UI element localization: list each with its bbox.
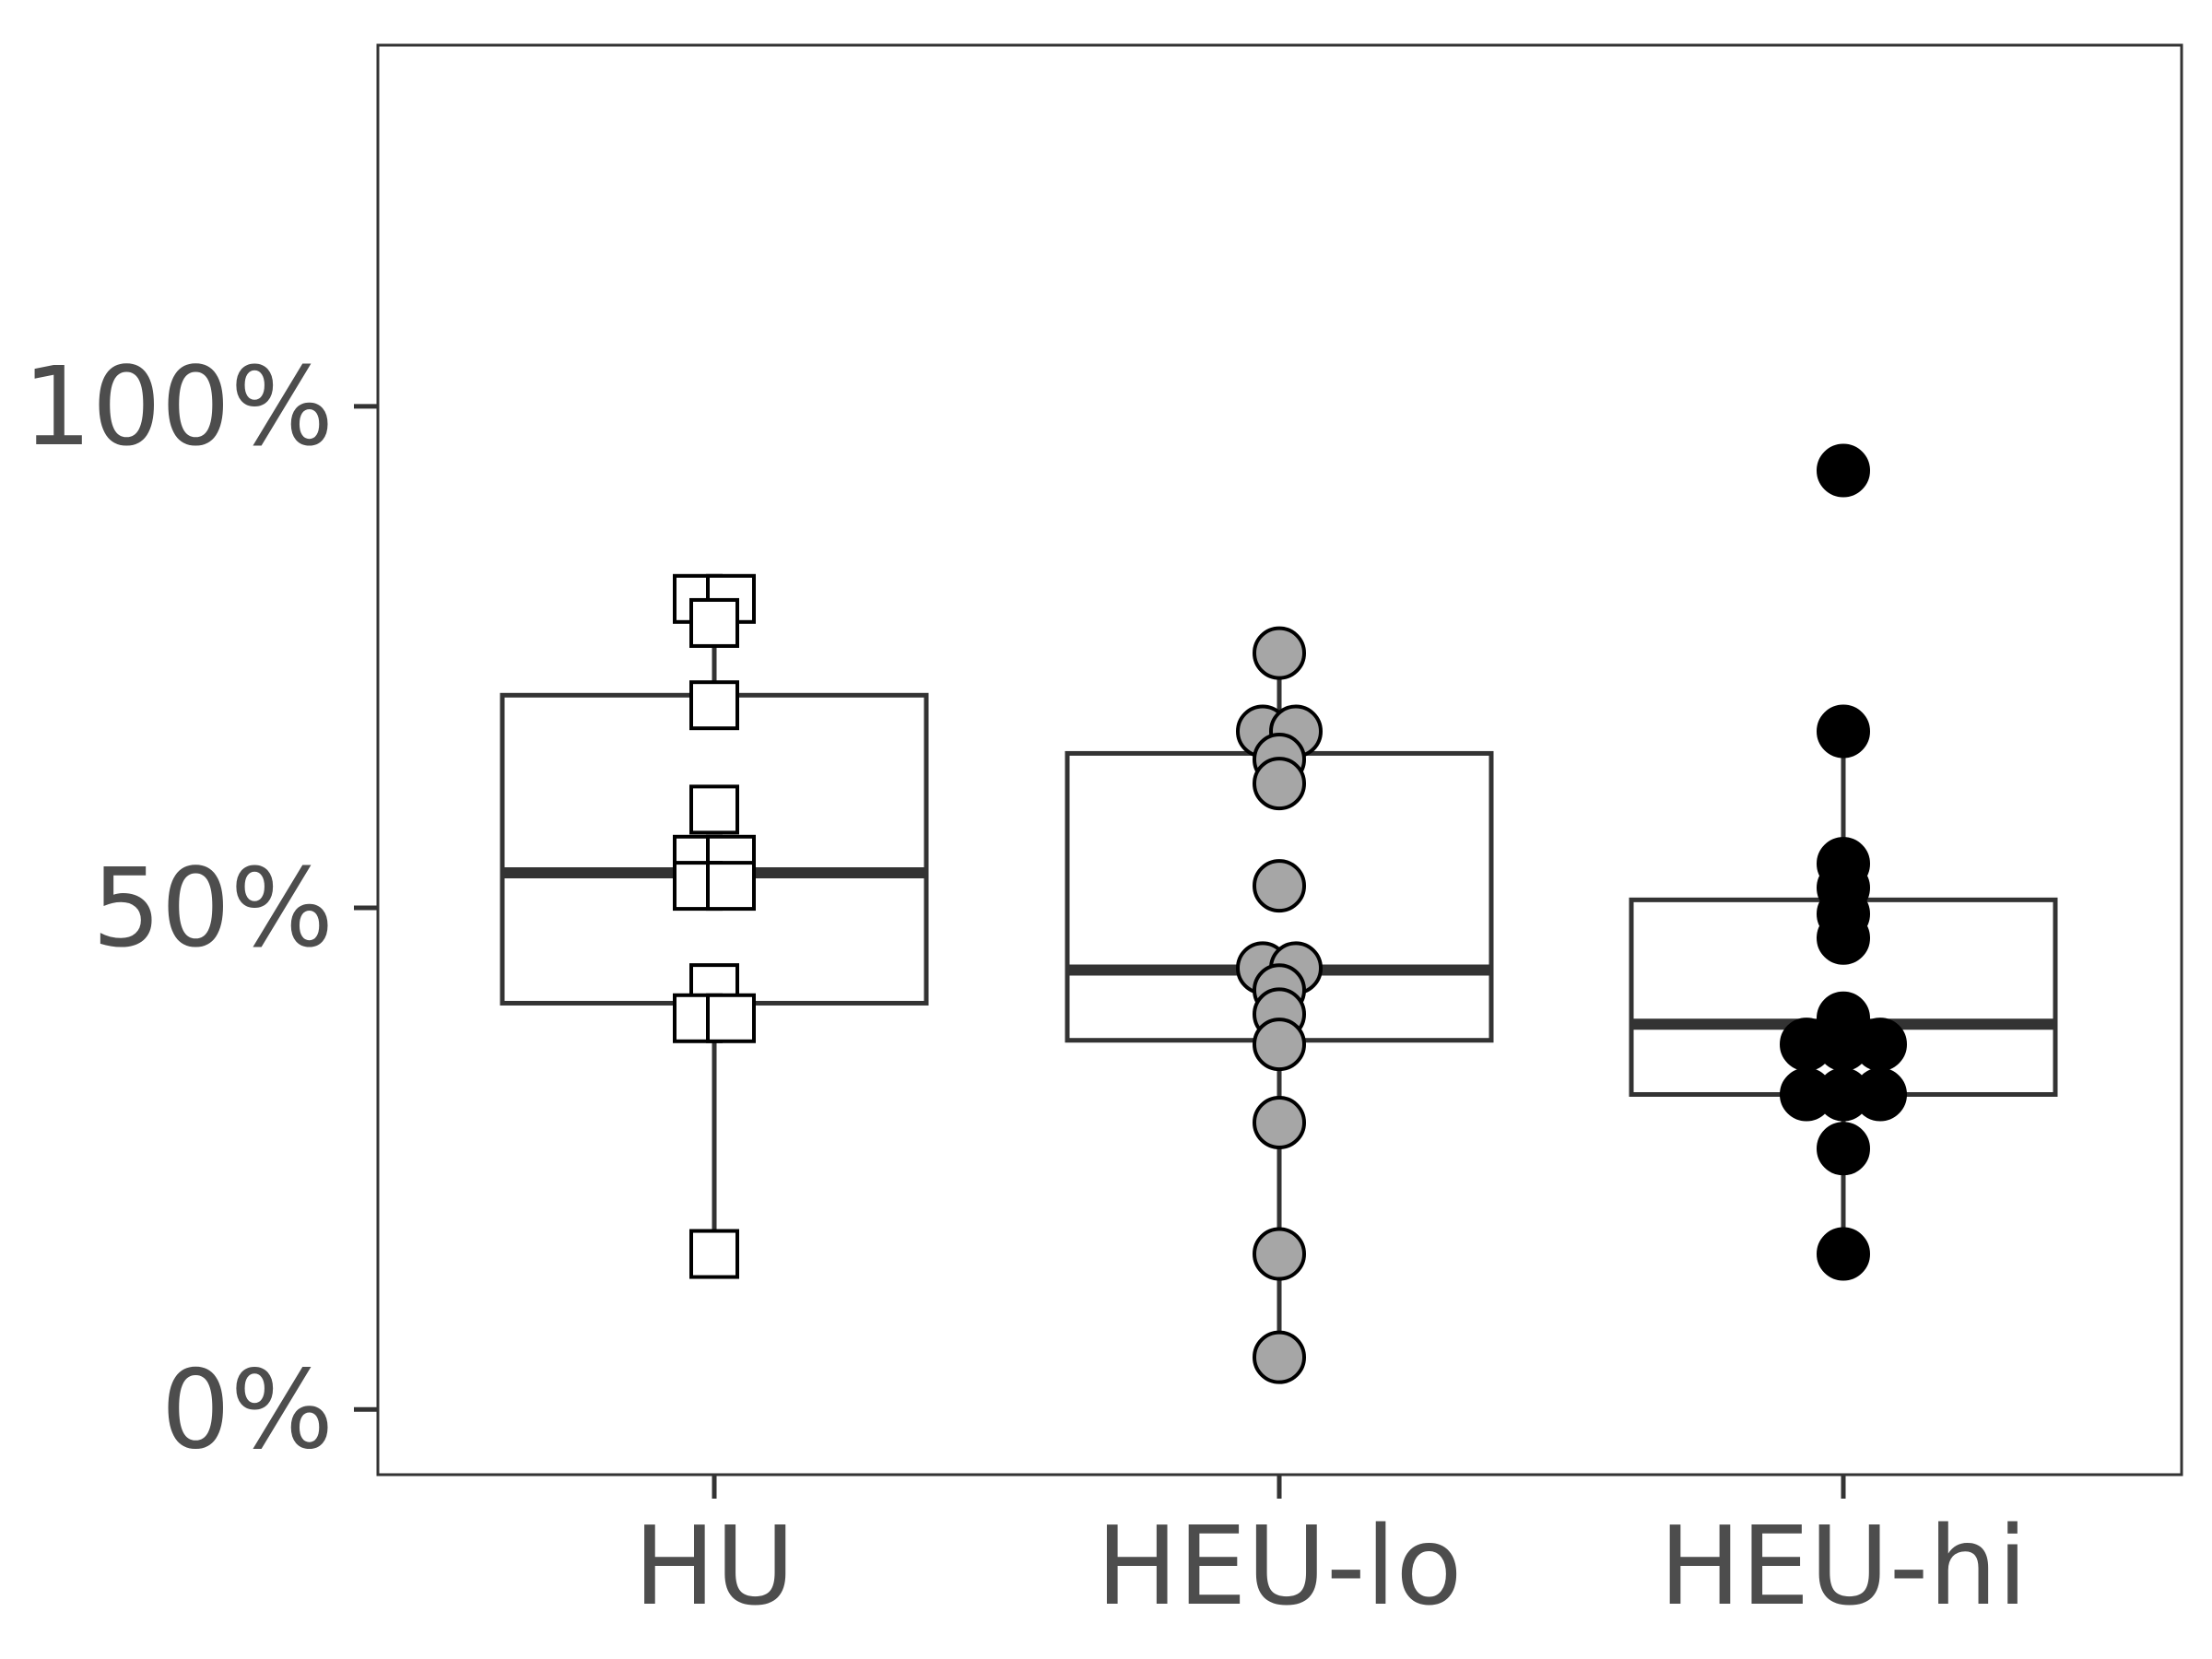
data-point bbox=[1817, 1227, 1870, 1281]
x-tick-label: HEU-hi bbox=[1659, 1502, 2028, 1630]
data-point bbox=[689, 1229, 739, 1279]
y-tick-label: 100% bbox=[23, 343, 334, 470]
y-tick-label: 50% bbox=[92, 844, 334, 971]
data-point bbox=[1253, 757, 1306, 811]
data-point bbox=[1253, 1095, 1306, 1149]
x-tick-label: HU bbox=[633, 1502, 794, 1630]
data-point bbox=[1253, 1227, 1306, 1281]
data-point bbox=[689, 680, 739, 731]
box-group-hu bbox=[500, 573, 929, 1279]
data-point bbox=[1853, 1018, 1907, 1072]
box-group-heu-hi bbox=[1629, 443, 2058, 1281]
x-tick-label: HEU-lo bbox=[1096, 1502, 1462, 1630]
data-point bbox=[689, 784, 739, 835]
data-point bbox=[1253, 859, 1306, 913]
x-axis: HU HEU-lo HEU-hi bbox=[633, 1475, 2028, 1630]
data-point bbox=[1817, 1122, 1870, 1176]
chart-marks bbox=[500, 443, 2058, 1384]
data-point bbox=[706, 993, 756, 1043]
data-point bbox=[1817, 443, 1870, 498]
y-tick-label: 0% bbox=[161, 1346, 334, 1473]
data-point bbox=[706, 861, 756, 912]
data-point bbox=[1253, 1018, 1306, 1072]
data-point bbox=[1253, 626, 1306, 680]
data-point bbox=[1253, 1330, 1306, 1384]
y-axis: 0% 50% 100% bbox=[23, 343, 378, 1473]
data-point bbox=[1853, 1067, 1907, 1122]
box-group-heu-lo bbox=[1065, 626, 1494, 1384]
data-point bbox=[689, 597, 739, 648]
data-point bbox=[1817, 911, 1870, 965]
data-point bbox=[1817, 704, 1870, 759]
